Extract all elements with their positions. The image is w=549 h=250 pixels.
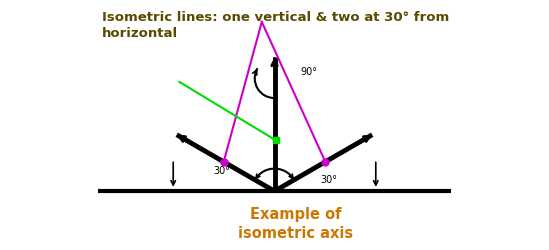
Text: 30°: 30° bbox=[214, 166, 231, 175]
Text: 30°: 30° bbox=[320, 175, 337, 185]
Text: Isometric lines: one vertical & two at 30° from
horizontal: Isometric lines: one vertical & two at 3… bbox=[102, 11, 449, 40]
Text: 90°: 90° bbox=[300, 67, 317, 77]
Text: Example of
isometric axis: Example of isometric axis bbox=[238, 207, 353, 242]
